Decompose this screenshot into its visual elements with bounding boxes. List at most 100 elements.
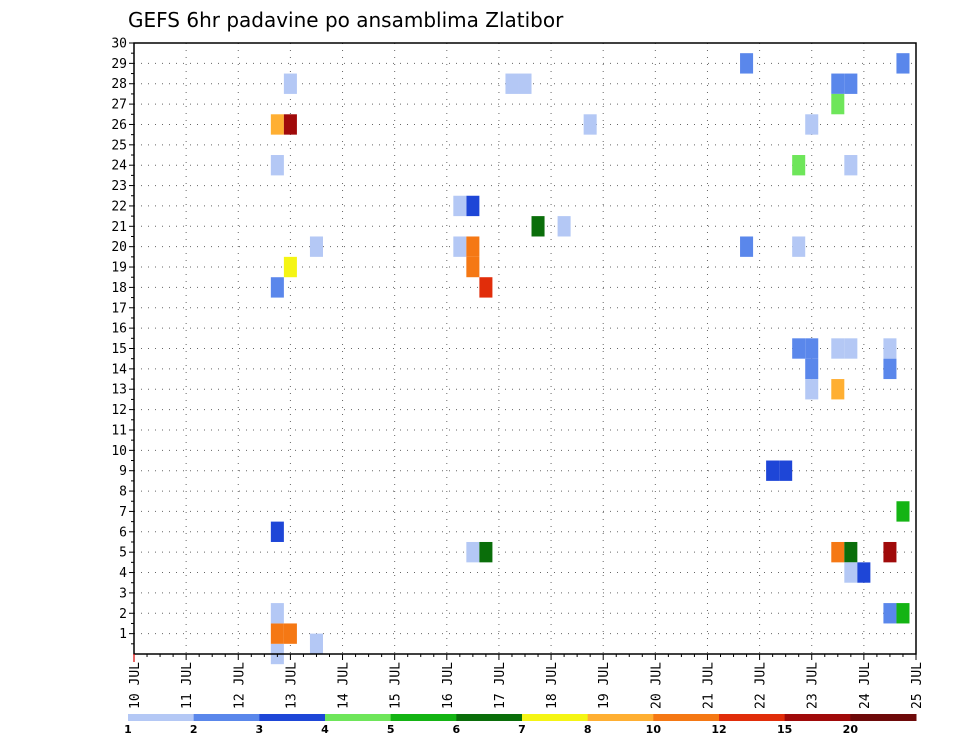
y-tick-label: 8: [119, 485, 127, 500]
x-tick-label: 15 JUL: [389, 662, 404, 709]
colorbar-swatch: [587, 714, 654, 721]
colorbar: 1 2 3 4 5 6 7 8 10 12 15 20: [124, 714, 917, 736]
y-tick-label: 15: [111, 342, 127, 357]
heatmap-cell: [857, 562, 871, 583]
heatmap-cell: [270, 623, 284, 644]
heatmap-cell: [479, 541, 493, 563]
heatmap-cell: [270, 603, 284, 624]
colorbar-label: 3: [256, 723, 264, 736]
heatmap-cell: [270, 521, 284, 542]
x-tick-label: 23 JUL: [806, 662, 821, 709]
heatmap-cell: [896, 603, 910, 624]
colorbar-label: 5: [387, 723, 395, 736]
y-tick-label: 13: [111, 383, 127, 398]
heatmap-cell: [883, 603, 897, 624]
y-tick-label: 4: [119, 566, 127, 581]
heatmap-cell: [466, 541, 480, 563]
heatmap-cell: [518, 73, 532, 94]
heatmap-cell: [831, 93, 845, 115]
x-tick-label: 20 JUL: [649, 662, 664, 709]
colorbar-swatch: [784, 714, 851, 721]
colorbar-swatch: [128, 714, 195, 721]
y-tick-label: 11: [111, 423, 127, 438]
x-tick-label: 10 JUL: [128, 662, 143, 709]
colorbar-label: 6: [453, 723, 461, 736]
heatmap-cell: [557, 216, 571, 237]
y-tick-label: 7: [119, 505, 127, 520]
colorbar-swatch: [522, 714, 589, 721]
heatmap-cell: [805, 338, 819, 359]
y-tick-label: 1: [119, 627, 127, 642]
heatmap-cell: [831, 541, 845, 563]
y-tick-label: 17: [111, 301, 127, 316]
colorbar-label: 10: [646, 723, 662, 736]
x-tick-label: 12 JUL: [232, 662, 247, 709]
colorbar-label: 1: [124, 723, 132, 736]
heatmap-cell: [466, 236, 480, 257]
heatmap-cell: [283, 623, 297, 644]
heatmap-cell: [505, 73, 519, 94]
y-tick-label: 18: [111, 281, 127, 296]
colorbar-swatch: [390, 714, 457, 721]
heatmap-cell: [792, 155, 806, 176]
y-tick-label: 3: [119, 586, 127, 601]
colorbar-swatch: [456, 714, 523, 721]
heatmap-cell: [740, 53, 754, 74]
y-tick-label: 19: [111, 261, 127, 276]
heatmap-cells: [270, 53, 910, 665]
colorbar-label: 8: [584, 723, 592, 736]
heatmap-cell: [466, 256, 480, 278]
heatmap-cell: [883, 338, 897, 359]
colorbar-label: 12: [711, 723, 726, 736]
heatmap-cell: [844, 338, 858, 359]
y-tick-label: 24: [111, 159, 127, 174]
heatmap-cell: [896, 53, 910, 74]
heatmap-cell: [844, 155, 858, 176]
y-tick-label: 9: [119, 464, 127, 479]
heatmap-cell: [283, 73, 297, 94]
heatmap-cell: [583, 114, 597, 135]
heatmap-cell: [831, 379, 845, 400]
heatmap-cell: [883, 541, 897, 563]
colorbar-label: 15: [777, 723, 792, 736]
heatmap-cell: [270, 114, 284, 135]
y-tick-label: 10: [111, 444, 127, 459]
y-tick-label: 6: [119, 525, 127, 540]
heatmap-cell: [792, 338, 806, 359]
y-tick-label: 25: [111, 138, 127, 153]
colorbar-label: 2: [190, 723, 198, 736]
heatmap-cell: [844, 562, 858, 583]
heatmap-cell: [283, 256, 297, 278]
y-tick-label: 14: [111, 362, 127, 377]
heatmap-cell: [479, 277, 493, 298]
colorbar-label: 20: [843, 723, 859, 736]
heatmap-cell: [805, 114, 819, 135]
x-tick-label: 11 JUL: [180, 662, 195, 709]
y-tick-label: 27: [111, 98, 127, 113]
y-tick-label: 26: [111, 118, 127, 133]
heatmap-cell: [805, 379, 819, 400]
colorbar-label: 7: [518, 723, 526, 736]
colorbar-swatch: [719, 714, 786, 721]
heatmap-cell: [831, 338, 845, 359]
x-tick-label: 16 JUL: [441, 662, 456, 709]
heatmap-cell: [270, 155, 284, 176]
chart-title: GEFS 6hr padavine po ansamblima Zlatibor: [128, 8, 564, 32]
heatmap-cell: [309, 236, 323, 257]
y-tick-label: 28: [111, 77, 127, 92]
heatmap-cell: [896, 501, 910, 522]
x-tick-label: 19 JUL: [597, 662, 612, 709]
heatmap-cell: [466, 195, 480, 217]
heatmap-cell: [844, 73, 858, 94]
heatmap-cell: [740, 236, 754, 257]
heatmap-cell: [792, 236, 806, 257]
colorbar-swatch: [653, 714, 720, 721]
x-tick-label: 22 JUL: [754, 662, 769, 709]
x-tick-label: 25 JUL: [910, 662, 925, 709]
x-tick-label: 18 JUL: [545, 662, 560, 709]
colorbar-swatch: [850, 714, 917, 721]
y-tick-label: 23: [111, 179, 127, 194]
heatmap-cell: [844, 541, 858, 563]
y-tick-label: 30: [111, 37, 127, 52]
